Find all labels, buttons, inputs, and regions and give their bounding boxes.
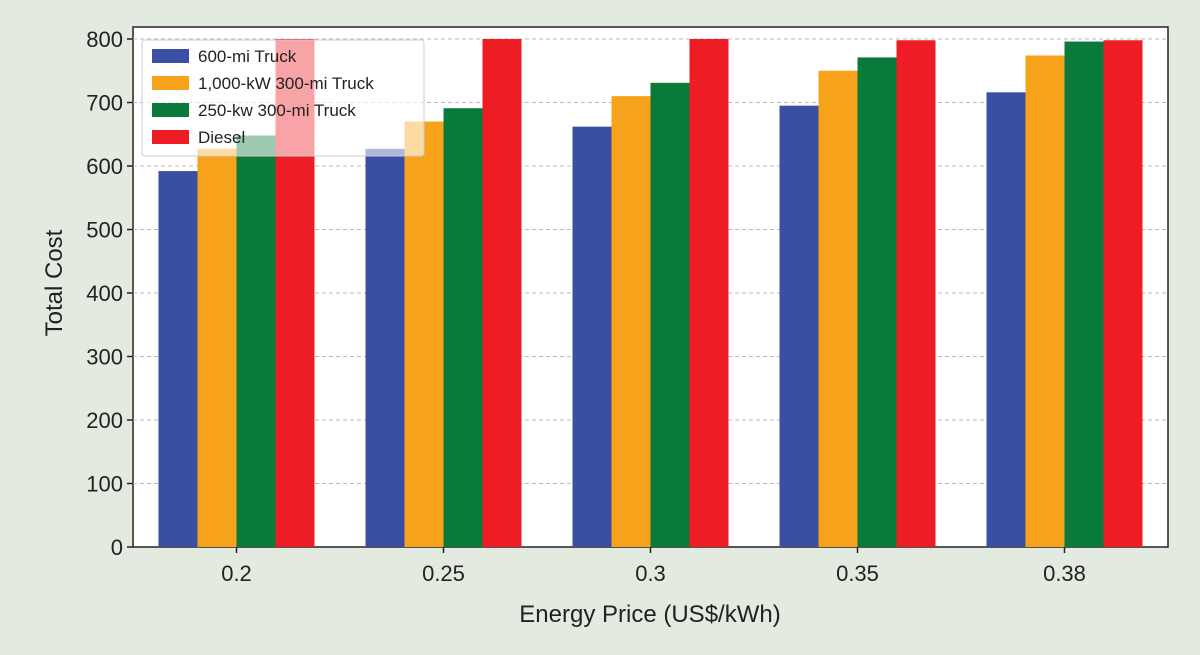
y-tick-label: 100 (86, 472, 123, 497)
x-axis-title: Energy Price (US$/kWh) (519, 601, 780, 628)
bar-1-000-kw-300-mi-truck-0.35 (818, 70, 858, 547)
bar-1-000-kw-300-mi-truck-0.25 (404, 121, 444, 548)
y-axis: 0 100 200 300 400 500 600 700 800 (86, 27, 133, 560)
bar-600-mi-truck-0.35 (779, 105, 819, 548)
y-tick-label: 400 (86, 281, 123, 306)
x-axis: 0.2 0.25 0.3 0.35 0.38 (221, 547, 1086, 586)
y-tick-label: 200 (86, 408, 123, 433)
x-tick-label: 0.38 (1043, 561, 1086, 586)
x-tick-label: 0.35 (836, 561, 879, 586)
x-tick-label: 0.3 (635, 561, 666, 586)
y-tick-label: 700 (86, 91, 123, 116)
bar-1-000-kw-300-mi-truck-0.2 (197, 148, 237, 548)
legend-swatch (152, 49, 189, 63)
legend-label: Diesel (198, 128, 245, 147)
bar-diesel-0.3 (689, 39, 729, 547)
legend-box (141, 39, 425, 157)
y-tick-label: 600 (86, 154, 123, 179)
bar-600-mi-truck-0.25 (365, 148, 405, 548)
bar-600-mi-truck-0.2 (158, 171, 198, 547)
bar-1-000-kw-300-mi-truck-0.3 (611, 96, 651, 548)
y-tick-label: 800 (86, 27, 123, 52)
x-tick-label: 0.2 (221, 561, 252, 586)
bar-600-mi-truck-0.38 (986, 92, 1026, 547)
bar-1-000-kw-300-mi-truck-0.38 (1025, 55, 1065, 547)
legend-label: 600-mi Truck (198, 47, 297, 66)
legend-swatch (152, 130, 189, 144)
legend: 600-mi Truck 1,000-kW 300-mi Truck 250-kw … (141, 39, 425, 157)
legend-label: 250-kw 300-mi Truck (198, 101, 356, 120)
bar-600-mi-truck-0.3 (572, 126, 612, 547)
bar-diesel-0.25 (482, 39, 522, 547)
bar-diesel-0.38 (1103, 40, 1143, 548)
legend-swatch (152, 76, 189, 90)
bars (158, 39, 1143, 548)
bar-250-kw-300-mi-truck-0.38 (1064, 41, 1104, 547)
y-tick-label: 0 (111, 535, 123, 560)
y-tick-label: 500 (86, 218, 123, 243)
bar-250-kw-300-mi-truck-0.25 (443, 108, 483, 547)
x-tick-label: 0.25 (422, 561, 465, 586)
legend-swatch (152, 103, 189, 117)
bar-250-kw-300-mi-truck-0.2 (236, 135, 276, 547)
bar-250-kw-300-mi-truck-0.3 (650, 82, 690, 547)
bar-250-kw-300-mi-truck-0.35 (857, 57, 897, 547)
y-axis-title: Total Cost (41, 229, 68, 336)
bar-diesel-0.35 (896, 40, 936, 548)
y-tick-label: 300 (86, 345, 123, 370)
legend-label: 1,000-kW 300-mi Truck (198, 74, 374, 93)
